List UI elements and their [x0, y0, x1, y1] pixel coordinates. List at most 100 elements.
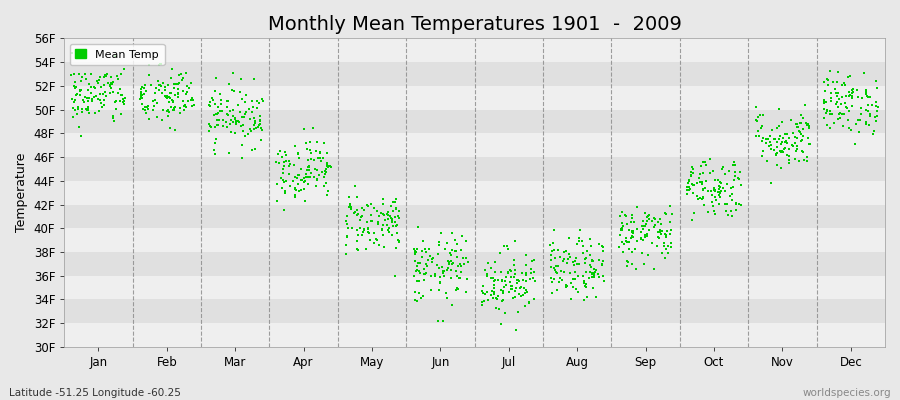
Point — [686, 190, 700, 197]
Point — [205, 96, 220, 103]
Point — [569, 286, 583, 292]
Point — [635, 223, 650, 229]
Point — [647, 224, 662, 230]
Point — [711, 201, 725, 208]
Point — [546, 227, 561, 234]
Point — [707, 187, 722, 193]
Point — [577, 297, 591, 303]
Point — [622, 246, 636, 252]
Point — [70, 106, 85, 112]
Point — [862, 113, 877, 119]
Point — [321, 163, 336, 169]
Point — [684, 173, 698, 179]
Point — [711, 177, 725, 183]
Point — [842, 92, 857, 98]
Point — [778, 138, 793, 145]
Point — [413, 270, 428, 276]
Point — [714, 180, 728, 186]
Point — [246, 103, 260, 110]
Point — [579, 284, 593, 290]
Point — [734, 182, 748, 188]
Point — [867, 128, 881, 134]
Point — [496, 297, 510, 303]
Point — [613, 213, 627, 220]
Point — [113, 71, 128, 77]
Point — [109, 106, 123, 112]
Point — [111, 76, 125, 82]
Point — [208, 100, 222, 107]
Point — [304, 156, 319, 163]
Point — [162, 93, 176, 100]
Point — [72, 71, 86, 78]
Point — [559, 248, 573, 254]
Point — [616, 223, 630, 229]
Point — [832, 96, 847, 102]
Point — [657, 240, 671, 246]
Point — [777, 146, 791, 152]
Point — [434, 230, 448, 236]
Point — [713, 184, 727, 190]
Point — [225, 119, 239, 126]
Point — [511, 308, 526, 315]
Point — [727, 177, 742, 183]
Point — [211, 104, 225, 110]
Point — [179, 70, 194, 76]
Point — [436, 268, 451, 274]
Point — [615, 220, 629, 226]
Point — [729, 199, 743, 206]
Point — [475, 290, 490, 296]
Point — [382, 225, 396, 231]
Point — [444, 258, 458, 264]
Bar — [64, 38, 885, 62]
Point — [361, 225, 375, 231]
Point — [108, 53, 122, 59]
Point — [695, 196, 709, 202]
Point — [65, 50, 79, 56]
Point — [210, 122, 224, 128]
Point — [595, 262, 609, 268]
Point — [846, 88, 860, 95]
Point — [728, 172, 742, 179]
Point — [148, 85, 163, 91]
Point — [410, 262, 425, 269]
Point — [520, 289, 535, 296]
Point — [780, 131, 795, 137]
Point — [245, 109, 259, 115]
Point — [94, 84, 108, 90]
Point — [584, 264, 598, 270]
Point — [796, 148, 810, 154]
Point — [496, 288, 510, 295]
Point — [752, 128, 766, 134]
Bar — [64, 228, 885, 252]
Point — [572, 226, 587, 233]
Point — [626, 234, 640, 240]
Point — [104, 73, 118, 80]
Point — [778, 139, 793, 145]
Point — [209, 111, 223, 118]
Point — [203, 124, 218, 131]
Point — [596, 244, 610, 250]
Point — [762, 143, 777, 150]
Point — [586, 258, 600, 264]
Point — [78, 70, 93, 77]
Point — [698, 185, 713, 192]
Point — [320, 162, 335, 169]
Point — [181, 98, 195, 104]
Point — [770, 144, 785, 150]
Point — [849, 120, 863, 127]
Point — [493, 250, 508, 256]
Point — [378, 216, 392, 223]
Point — [244, 128, 258, 134]
Point — [235, 114, 249, 120]
Point — [692, 179, 706, 186]
Point — [486, 294, 500, 301]
Point — [475, 299, 490, 305]
Point — [152, 82, 166, 88]
Point — [685, 163, 699, 170]
Point — [302, 163, 316, 169]
Point — [860, 94, 875, 100]
Point — [76, 97, 90, 103]
Point — [436, 270, 450, 276]
Text: worldspecies.org: worldspecies.org — [803, 388, 891, 398]
Point — [236, 128, 250, 135]
